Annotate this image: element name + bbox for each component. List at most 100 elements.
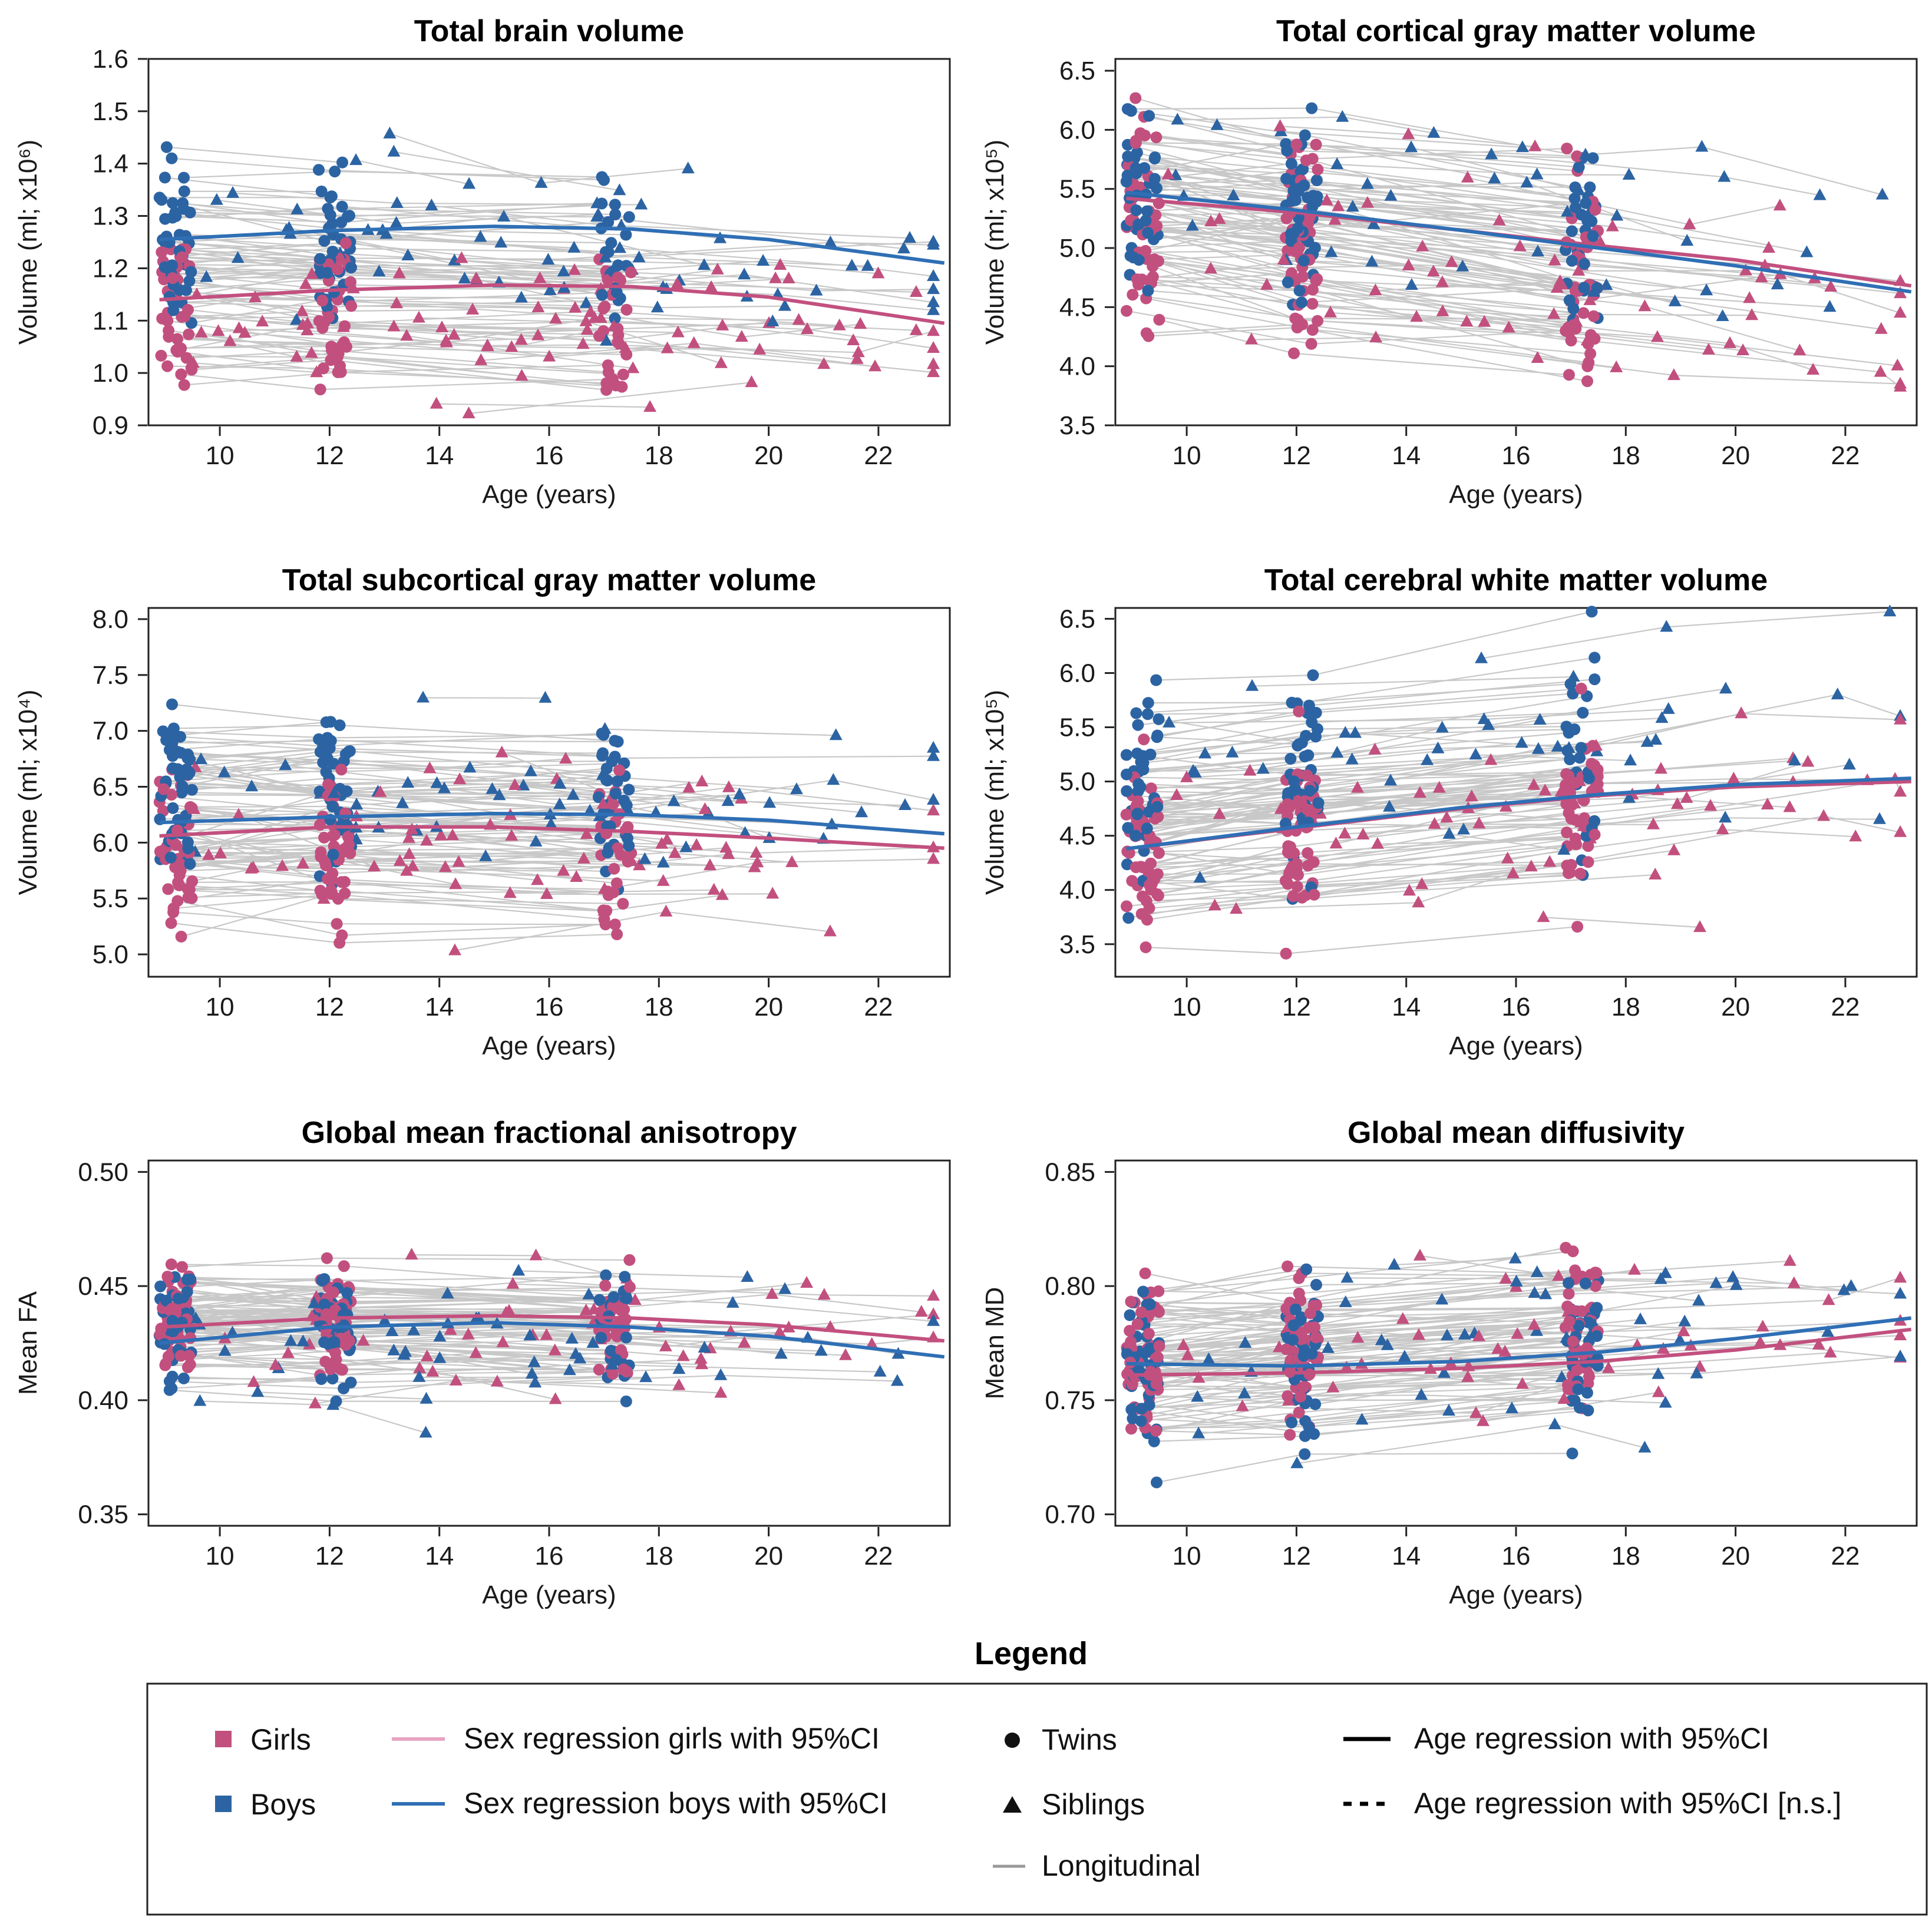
twin-point bbox=[333, 937, 346, 949]
sibling-point bbox=[682, 781, 696, 793]
y-tick-label: 6.5 bbox=[1059, 57, 1095, 85]
sibling-point bbox=[540, 1328, 553, 1340]
sibling-point bbox=[1654, 1272, 1667, 1284]
sibling-point bbox=[1548, 253, 1561, 266]
sibling-point bbox=[425, 199, 438, 210]
sibling-point bbox=[1622, 168, 1636, 180]
twin-point bbox=[317, 756, 329, 769]
longitudinal-line bbox=[171, 1264, 606, 1287]
twin-point bbox=[1570, 838, 1582, 851]
twin-point bbox=[326, 801, 339, 812]
sibling-point bbox=[529, 1248, 543, 1261]
legend-longitudinal: Longitudinal bbox=[1042, 1849, 1201, 1882]
sibling-point bbox=[200, 270, 213, 282]
y-tick-label: 1.6 bbox=[93, 45, 128, 74]
twin-point bbox=[1122, 150, 1134, 163]
twin-point bbox=[597, 904, 609, 917]
twin-point bbox=[183, 1350, 196, 1362]
sibling-point bbox=[1548, 1417, 1561, 1430]
boys-swatch bbox=[215, 1796, 232, 1812]
twin-point bbox=[342, 831, 354, 843]
twin-point bbox=[1581, 1387, 1593, 1399]
twin-point bbox=[1127, 1412, 1139, 1424]
sibling-point bbox=[1531, 244, 1544, 257]
twin-point bbox=[1288, 775, 1300, 788]
twin-point bbox=[1141, 822, 1153, 835]
sibling-point bbox=[909, 285, 923, 297]
twin-point bbox=[180, 352, 193, 364]
longitudinal-line bbox=[518, 1270, 748, 1278]
sibling-point bbox=[927, 295, 940, 308]
twin-point bbox=[162, 883, 174, 895]
twin-point bbox=[314, 884, 326, 897]
longitudinal-line bbox=[604, 858, 934, 890]
twin-point bbox=[318, 1298, 331, 1311]
sibling-point bbox=[1371, 837, 1384, 849]
twin-point bbox=[175, 1350, 187, 1362]
twin-point bbox=[1299, 1430, 1311, 1442]
twin-point bbox=[166, 698, 178, 710]
sibling-point bbox=[1511, 1327, 1524, 1339]
twin-point bbox=[338, 876, 351, 888]
sibling-point bbox=[800, 1276, 814, 1288]
x-tick-label: 16 bbox=[535, 1542, 564, 1571]
twin-point bbox=[1561, 143, 1573, 155]
sibling-point bbox=[1704, 799, 1718, 811]
longitudinal-line bbox=[233, 192, 642, 206]
twin-point bbox=[596, 749, 608, 762]
twin-point bbox=[1124, 1325, 1136, 1337]
sibling-point bbox=[1531, 742, 1545, 754]
twin-point bbox=[1560, 1242, 1572, 1254]
twin-point bbox=[338, 1260, 350, 1272]
longitudinal-line bbox=[1288, 1398, 1564, 1401]
sibling-point bbox=[350, 798, 364, 809]
twin-point bbox=[332, 892, 344, 905]
sibling-point bbox=[1485, 147, 1498, 160]
sibling-point bbox=[871, 266, 885, 279]
twin-point bbox=[165, 1258, 177, 1271]
twin-point bbox=[1132, 719, 1144, 731]
sibling-point bbox=[463, 761, 477, 773]
longitudinal-line bbox=[1217, 124, 1495, 180]
sibling-point bbox=[1533, 713, 1547, 725]
sibling-point bbox=[494, 236, 508, 248]
twin-point bbox=[166, 1370, 179, 1383]
sibling-point bbox=[1716, 822, 1729, 835]
twin-point bbox=[1566, 254, 1578, 267]
sibling-point bbox=[479, 849, 493, 861]
twin-point bbox=[1563, 294, 1576, 306]
chart-title: Global mean fractional anisotropy bbox=[302, 1116, 797, 1150]
y-tick-label: 6.0 bbox=[1059, 659, 1095, 687]
twin-point bbox=[313, 164, 325, 176]
twin-point bbox=[1310, 1278, 1322, 1291]
twin-point bbox=[599, 1280, 612, 1292]
twin-point bbox=[1580, 197, 1592, 209]
x-tick-label: 10 bbox=[206, 993, 235, 1021]
twin-point bbox=[1148, 173, 1161, 185]
sibling-point bbox=[1610, 360, 1623, 372]
sibling-point bbox=[433, 1351, 447, 1363]
sibling-point bbox=[407, 1323, 421, 1335]
sibling-point bbox=[1369, 330, 1383, 343]
twin-point bbox=[1282, 878, 1294, 890]
sibling-point bbox=[202, 848, 216, 860]
sibling-point bbox=[269, 1358, 282, 1370]
sibling-point bbox=[1655, 711, 1669, 723]
sibling-point bbox=[1477, 1414, 1490, 1426]
sibling-point bbox=[580, 827, 593, 839]
sibling-point bbox=[1680, 234, 1694, 246]
sibling-point bbox=[433, 1330, 447, 1342]
twin-point bbox=[1284, 1429, 1296, 1441]
sibling-point bbox=[308, 1396, 322, 1409]
sibling-point bbox=[1800, 245, 1814, 257]
twin-point bbox=[1588, 673, 1601, 686]
sibling-point bbox=[368, 859, 381, 872]
twin-point bbox=[616, 381, 628, 393]
twin-point bbox=[1280, 1302, 1293, 1315]
sibling-point bbox=[245, 861, 258, 874]
sibling-point bbox=[553, 776, 567, 789]
girls-swatch bbox=[215, 1731, 232, 1747]
sibling-point bbox=[1213, 807, 1226, 819]
twin-point bbox=[159, 213, 171, 225]
sibling-point bbox=[1482, 718, 1495, 730]
